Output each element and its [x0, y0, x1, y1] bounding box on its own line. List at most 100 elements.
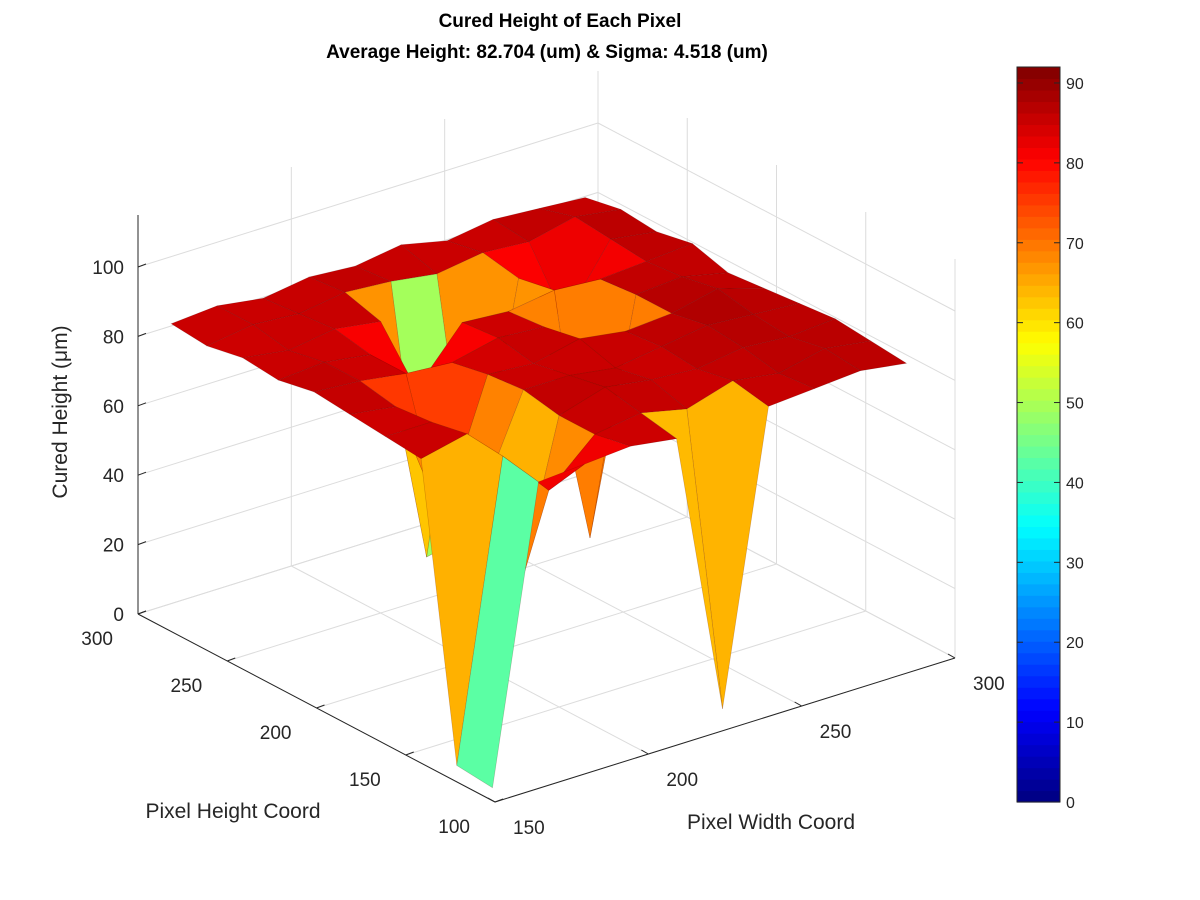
chart-subtitle: Average Height: 82.704 (um) & Sigma: 4.5…	[326, 42, 768, 63]
colorbar-band	[1017, 239, 1060, 252]
z-axis-ticks: 0 20 40 60 80 100	[92, 258, 124, 626]
colorbar-band	[1017, 204, 1060, 217]
z-tick-mark	[137, 541, 147, 546]
colorbar-band	[1017, 250, 1060, 263]
colorbar-tick-label: 80	[1066, 156, 1084, 173]
surface-patch	[277, 361, 361, 393]
colorbar-band	[1017, 503, 1060, 516]
surface-patch	[216, 297, 300, 325]
x-axis-label: Pixel Width Coord	[687, 811, 855, 834]
surface-patch	[823, 340, 908, 372]
x-tick-label: 300	[973, 674, 1005, 695]
colorbar-band	[1017, 491, 1060, 505]
colorbar-band	[1017, 687, 1060, 700]
side-wall-grid-line	[597, 469, 956, 659]
y-tick-label: 200	[260, 723, 292, 744]
y-tick-mark	[494, 798, 504, 803]
x-tick-mark	[947, 653, 956, 659]
z-tick-mark	[137, 332, 147, 337]
colorbar-band	[1017, 618, 1060, 631]
colorbar-band	[1017, 698, 1060, 711]
colorbar-band	[1017, 193, 1060, 206]
colorbar-band	[1017, 744, 1060, 757]
colorbar-band	[1017, 514, 1060, 527]
colorbar-band	[1017, 89, 1060, 103]
axis-lines	[137, 214, 956, 803]
colorbar-band	[1017, 400, 1060, 413]
z-tick-label: 100	[92, 258, 124, 279]
colorbar-band	[1017, 135, 1060, 148]
surface-plot	[170, 197, 908, 789]
surface-patch	[548, 433, 632, 491]
colorbar-band	[1017, 721, 1060, 734]
y-tick-mark	[405, 751, 414, 756]
colorbar-band	[1017, 526, 1060, 539]
colorbar-band	[1017, 641, 1060, 654]
surface-patch	[686, 380, 769, 709]
colorbar-band	[1017, 468, 1060, 482]
chart-title: Cured Height of Each Pixel	[439, 11, 682, 32]
colorbar-band	[1017, 583, 1060, 596]
colorbar-band	[1017, 365, 1060, 378]
colorbar-band	[1017, 629, 1060, 642]
colorbar-band	[1017, 388, 1060, 401]
colorbar-band	[1017, 549, 1060, 562]
colorbar-band	[1017, 296, 1060, 309]
y-tick-label: 150	[349, 770, 381, 791]
colorbar-band	[1017, 779, 1060, 792]
x-tick-label: 250	[820, 722, 852, 743]
colorbar-band	[1017, 101, 1060, 114]
y-tick-mark	[316, 704, 325, 709]
colorbar-band	[1017, 342, 1060, 355]
colorbar-tick-label: 50	[1066, 396, 1084, 413]
z-tick-label: 20	[103, 536, 124, 557]
back-wall-grid-line	[137, 122, 599, 268]
colorbar-band	[1017, 434, 1060, 447]
colorbar-tick-label: 0	[1066, 795, 1075, 812]
z-tick-label: 60	[103, 397, 124, 418]
z-tick-mark	[137, 610, 147, 615]
side-wall-grid-line	[597, 122, 956, 312]
colorbar-band	[1017, 480, 1060, 493]
colorbar-band	[1017, 319, 1060, 332]
surface-patch	[262, 276, 346, 315]
y-tick-label: 300	[81, 629, 113, 650]
surface-patch	[778, 348, 862, 389]
surface-patch	[206, 324, 290, 359]
x-axis-line	[494, 657, 956, 803]
y-axis-ticks: 100 150 200 250 300	[81, 629, 470, 838]
colorbar-band	[1017, 652, 1060, 665]
colorbar-band	[1017, 158, 1060, 171]
colorbar-band	[1017, 273, 1060, 286]
colorbar-band	[1017, 572, 1060, 585]
colorbar-band	[1017, 308, 1060, 321]
colorbar-band	[1017, 445, 1060, 459]
colorbar-band	[1017, 595, 1060, 608]
x-tick-label: 200	[666, 770, 698, 791]
z-tick-label: 40	[103, 466, 124, 487]
colorbar-band	[1017, 710, 1060, 723]
colorbar-band	[1017, 262, 1060, 275]
x-tick-mark	[794, 701, 802, 707]
colorbar-ticks: 0 10 20 30 40 50 60 70 80 90	[1017, 76, 1084, 812]
colorbar-band	[1017, 675, 1060, 688]
surface-patch	[732, 372, 816, 407]
colorbar-band	[1017, 227, 1060, 240]
z-axis-label: Cured Height (μm)	[49, 325, 72, 498]
colorbar-band	[1017, 216, 1060, 229]
colorbar-frame	[1016, 66, 1061, 803]
colorbar-tick-label: 20	[1066, 635, 1084, 652]
colorbar-band	[1017, 181, 1060, 194]
x-tick-label: 150	[513, 818, 545, 839]
z-tick-mark	[137, 402, 147, 407]
colorbar-band	[1017, 664, 1060, 677]
colorbar-band	[1017, 606, 1060, 619]
colorbar-band	[1017, 411, 1060, 424]
x-tick-mark	[641, 749, 649, 755]
colorbar-band	[1017, 537, 1060, 550]
y-tick-label: 250	[171, 676, 203, 697]
colorbar-tick-label: 10	[1066, 715, 1084, 732]
colorbar-band	[1017, 331, 1060, 344]
colorbar-tick-label: 90	[1066, 76, 1084, 93]
